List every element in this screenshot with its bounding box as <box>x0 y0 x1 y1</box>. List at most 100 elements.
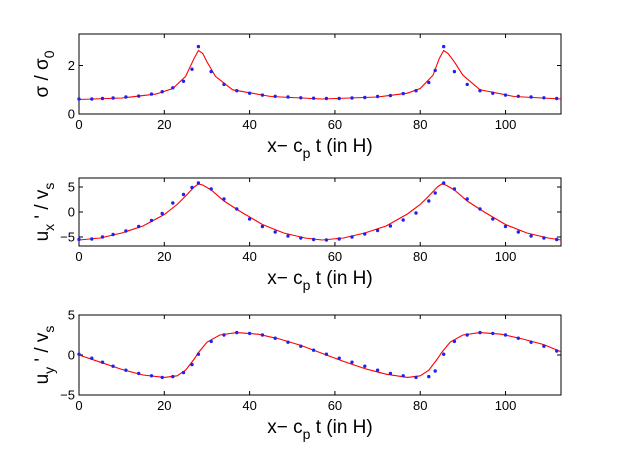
data-point <box>209 187 213 191</box>
data-point <box>247 217 252 221</box>
data-point <box>503 224 508 229</box>
data-point <box>350 96 354 100</box>
y-axis-label: σ / σ0 <box>32 50 57 97</box>
data-point <box>299 344 303 348</box>
data-point <box>433 191 437 195</box>
data-point <box>311 96 316 100</box>
x-tick-label: 0 <box>75 398 82 413</box>
data-point <box>442 352 446 356</box>
data-point <box>503 93 508 97</box>
data-point <box>363 364 367 368</box>
data-point <box>124 229 128 233</box>
data-point <box>190 185 194 190</box>
y-tick-label: 0 <box>68 107 75 122</box>
data-point <box>516 336 520 340</box>
data-point <box>452 187 457 191</box>
data-point <box>465 333 469 337</box>
data-point <box>427 374 431 379</box>
data-point <box>196 352 201 356</box>
x-tick-label: 100 <box>495 398 517 413</box>
data-point <box>160 211 164 216</box>
fit-curve <box>78 183 562 241</box>
data-point <box>77 352 81 356</box>
x-axis-label: x− cp t (in H) <box>267 417 372 442</box>
data-point <box>414 375 418 380</box>
data-point <box>427 80 431 85</box>
data-point <box>235 207 239 211</box>
data-point <box>478 89 482 93</box>
data-point <box>137 224 141 229</box>
data-point <box>350 235 354 239</box>
data-point <box>465 82 469 87</box>
data-point <box>337 237 341 241</box>
x-tick-label: 0 <box>75 249 82 264</box>
data-point <box>542 236 546 240</box>
plot-frame <box>78 33 562 115</box>
data-point <box>100 96 105 101</box>
data-point <box>529 234 533 238</box>
data-point <box>111 364 115 368</box>
data-point <box>311 237 316 242</box>
data-point <box>222 197 226 201</box>
data-point <box>222 333 226 337</box>
data-point <box>77 97 81 101</box>
data-point <box>414 211 418 215</box>
x-tick-label: 100 <box>495 117 517 132</box>
data-point <box>388 93 393 98</box>
data-point <box>222 82 226 87</box>
data-point <box>465 197 469 201</box>
x-tick-label: 0 <box>75 117 82 132</box>
data-point <box>375 368 380 372</box>
data-point <box>171 86 175 90</box>
data-point <box>555 237 559 242</box>
data-point <box>414 89 418 93</box>
y-tick-label: 5 <box>68 180 75 195</box>
x-tick-label: 20 <box>157 117 171 132</box>
data-point <box>137 371 141 376</box>
data-point <box>427 199 431 203</box>
data-point <box>171 201 175 205</box>
data-point <box>137 94 141 98</box>
data-point <box>235 330 239 335</box>
data-point <box>388 371 393 376</box>
data-point <box>529 340 533 344</box>
data-point <box>247 91 252 95</box>
data-point <box>235 89 239 93</box>
data-point <box>337 96 341 101</box>
data-point <box>401 91 405 96</box>
plot-frame <box>78 177 562 247</box>
data-point <box>452 69 457 74</box>
data-point <box>209 339 213 344</box>
data-point <box>491 217 495 221</box>
data-point <box>111 232 115 237</box>
data-point <box>324 352 329 356</box>
data-point <box>542 344 546 348</box>
data-point <box>433 369 437 373</box>
data-point <box>286 340 290 344</box>
data-point <box>555 96 559 101</box>
data-point <box>260 93 265 97</box>
data-point <box>111 96 115 100</box>
data-point <box>375 228 380 233</box>
data-point <box>77 237 81 242</box>
x-tick-label: 80 <box>413 117 427 132</box>
y-tick-label: 0 <box>68 205 75 220</box>
data-point <box>190 67 194 71</box>
data-point <box>149 374 154 378</box>
x-tick-label: 40 <box>242 117 256 132</box>
x-tick-label: 80 <box>413 398 427 413</box>
data-point <box>529 95 533 99</box>
data-point <box>491 91 495 95</box>
data-point <box>260 333 265 337</box>
data-point <box>324 96 329 101</box>
data-point <box>160 90 164 94</box>
data-point <box>433 68 437 73</box>
data-point <box>555 349 559 353</box>
x-tick-label: 60 <box>328 249 342 264</box>
data-point <box>90 97 94 101</box>
sigma-panel: 0 20 40 60 80 100 0 2 x− cp t (in H) σ / σ0 <box>32 33 562 161</box>
data-point <box>273 336 277 340</box>
